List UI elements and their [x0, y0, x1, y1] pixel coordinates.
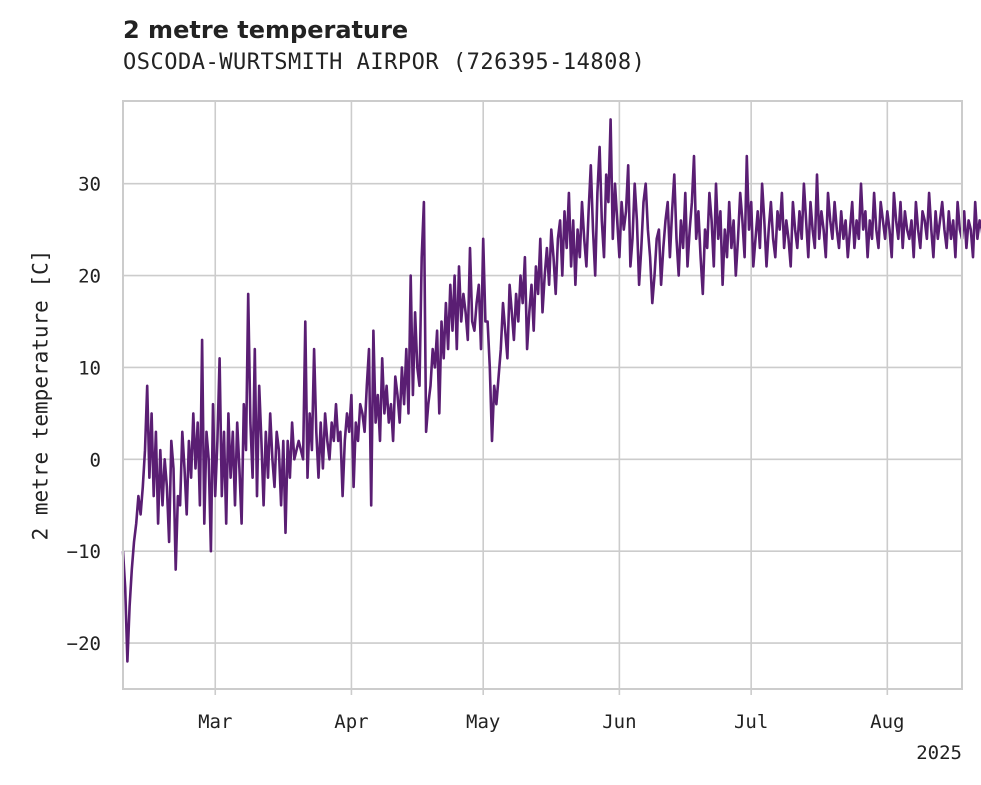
x-tick-label: Jun — [602, 711, 636, 733]
y-tick-label: 30 — [78, 174, 101, 196]
chart-title: 2 metre temperature — [123, 16, 409, 44]
y-tick-label: 10 — [78, 357, 101, 379]
chart-subtitle: OSCODA-WURTSMITH AIRPOR (726395-14808) — [123, 50, 646, 75]
x-tick-label: Jul — [734, 711, 768, 733]
series-line — [121, 118, 981, 663]
grid-lines — [123, 101, 962, 695]
x-axis-year-label: 2025 — [916, 742, 962, 764]
y-tick-label: −10 — [67, 541, 101, 563]
plot-frame — [122, 100, 963, 690]
y-axis-label: 2 metre temperature [C] — [28, 250, 52, 541]
x-tick-label: Aug — [870, 711, 904, 733]
x-tick-label: May — [466, 711, 500, 733]
x-tick-label: Apr — [334, 711, 368, 733]
y-tick-label: −20 — [67, 633, 101, 655]
tick-labels: −20 −10 0 10 20 30 Mar Apr May Jun Jul Aug — [67, 174, 905, 733]
x-tick-label: Mar — [198, 711, 232, 733]
y-tick-label: 20 — [78, 266, 101, 288]
y-tick-label: 0 — [90, 449, 101, 471]
